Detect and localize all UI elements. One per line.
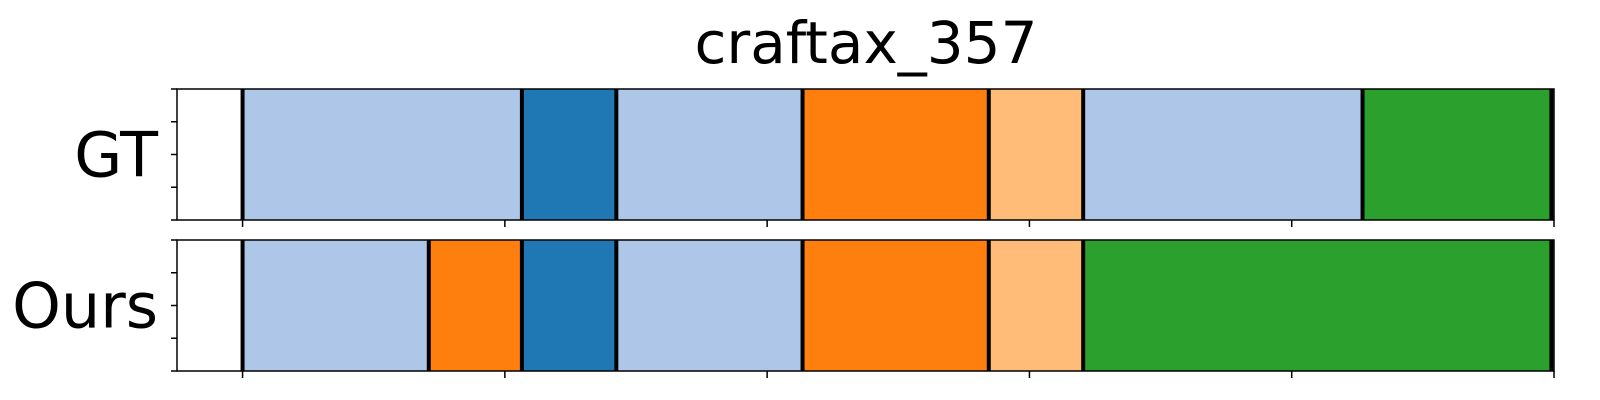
segment-0-5	[1083, 89, 1363, 220]
segment-1-2	[521, 240, 617, 371]
segment-1-0	[242, 240, 429, 371]
row-label-1: Ours	[12, 270, 158, 343]
chart-title: craftax_357	[695, 9, 1038, 77]
segment-1-3	[616, 240, 803, 371]
row-label-0: GT	[74, 119, 159, 192]
segment-1-5	[988, 240, 1084, 371]
segment-0-6	[1362, 89, 1552, 220]
segment-0-4	[988, 89, 1084, 220]
chart-rows: GT Ours	[12, 88, 1555, 378]
segment-0-1	[521, 89, 617, 220]
segment-1-4	[802, 240, 989, 371]
segment-0-2	[616, 89, 803, 220]
segment-1-6	[1083, 240, 1552, 371]
row-1: Ours	[12, 239, 1555, 378]
row-0: GT	[74, 88, 1555, 227]
segment-0-3	[802, 89, 989, 220]
segment-1-1	[428, 240, 522, 371]
segment-0-0	[242, 89, 522, 220]
